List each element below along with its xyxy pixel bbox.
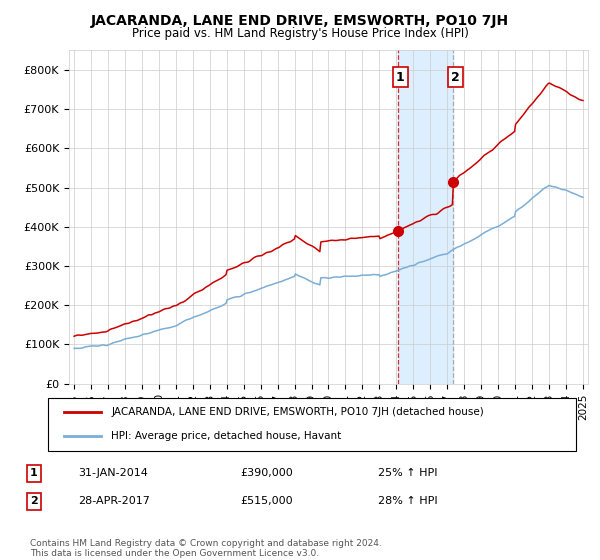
Text: £390,000: £390,000: [240, 468, 293, 478]
Text: 1: 1: [396, 71, 404, 83]
Text: 2: 2: [451, 71, 460, 83]
Text: 28% ↑ HPI: 28% ↑ HPI: [378, 496, 437, 506]
Text: Contains HM Land Registry data © Crown copyright and database right 2024.
This d: Contains HM Land Registry data © Crown c…: [30, 539, 382, 558]
Text: Price paid vs. HM Land Registry's House Price Index (HPI): Price paid vs. HM Land Registry's House …: [131, 27, 469, 40]
Text: JACARANDA, LANE END DRIVE, EMSWORTH, PO10 7JH (detached house): JACARANDA, LANE END DRIVE, EMSWORTH, PO1…: [112, 408, 484, 418]
Text: 28-APR-2017: 28-APR-2017: [78, 496, 150, 506]
Text: £515,000: £515,000: [240, 496, 293, 506]
Text: 31-JAN-2014: 31-JAN-2014: [78, 468, 148, 478]
Text: 2: 2: [30, 496, 38, 506]
FancyBboxPatch shape: [48, 398, 576, 451]
Text: 25% ↑ HPI: 25% ↑ HPI: [378, 468, 437, 478]
Text: HPI: Average price, detached house, Havant: HPI: Average price, detached house, Hava…: [112, 431, 341, 441]
Text: 1: 1: [30, 468, 38, 478]
Bar: [398, 50, 452, 384]
Text: JACARANDA, LANE END DRIVE, EMSWORTH, PO10 7JH: JACARANDA, LANE END DRIVE, EMSWORTH, PO1…: [91, 14, 509, 28]
